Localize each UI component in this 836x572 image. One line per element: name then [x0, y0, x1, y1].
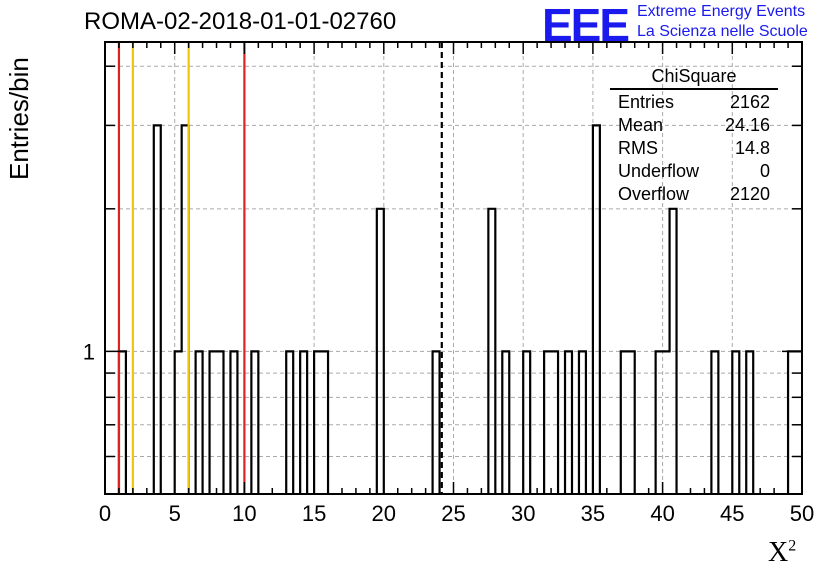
- logo-subtitle-line1: Extreme Energy Events: [637, 3, 806, 20]
- stats-box: ChiSquare Entries 2162 Mean 24.16 RMS 14…: [610, 66, 778, 206]
- x-tick-label: 25: [441, 501, 465, 526]
- axis-ticks: [104, 42, 803, 494]
- x-tick-label: 30: [511, 501, 535, 526]
- stats-label: Mean: [618, 115, 664, 135]
- stats-title: ChiSquare: [610, 66, 778, 90]
- stats-value: 14.8: [734, 138, 770, 158]
- reference-lines: [117, 42, 443, 494]
- x-tick-label: 50: [790, 501, 814, 526]
- logo-subtitle-line2: La Scienza nelle Scuole: [637, 23, 808, 40]
- stats-label: Overflow: [618, 184, 690, 204]
- stats-label: RMS: [618, 138, 658, 158]
- stats-row-entries: Entries 2162: [610, 91, 778, 114]
- stats-row-overflow: Overflow 2120: [610, 183, 778, 206]
- histogram-outline: [117, 124, 802, 494]
- x-tick-label: 0: [99, 501, 111, 526]
- stats-label: Underflow: [618, 161, 700, 181]
- x-tick-label: 20: [372, 501, 396, 526]
- x-tick-label: 5: [169, 501, 181, 526]
- y-tick-label: 1: [83, 339, 95, 364]
- stats-value: 2162: [729, 92, 770, 112]
- stats-row-rms: RMS 14.8: [610, 137, 778, 160]
- chart-title: ROMA-02-2018-01-01-02760: [84, 8, 397, 35]
- stats-row-mean: Mean 24.16: [610, 114, 778, 137]
- x-tick-label: 40: [650, 501, 674, 526]
- x-tick-label: 10: [232, 501, 256, 526]
- x-axis-label: X2: [768, 537, 796, 569]
- stats-value: 24.16: [724, 115, 770, 135]
- tick-labels: 0 5 10 15 20 25 30 35 40 45 50 1: [83, 339, 814, 526]
- stats-value: 2120: [729, 184, 770, 204]
- stats-row-underflow: Underflow 0: [610, 160, 778, 183]
- x-tick-label: 45: [720, 501, 744, 526]
- stats-label: Entries: [618, 92, 675, 112]
- x-tick-label: 35: [581, 501, 605, 526]
- y-axis-label: Entries/bin: [4, 57, 34, 180]
- x-axis-label-exponent: 2: [788, 537, 797, 555]
- stats-value: 0: [759, 161, 770, 181]
- histogram-bars: [117, 124, 802, 494]
- x-tick-label: 15: [302, 501, 326, 526]
- eee-logo: EEE: [542, 0, 630, 51]
- x-axis-label-symbol: X: [768, 537, 789, 568]
